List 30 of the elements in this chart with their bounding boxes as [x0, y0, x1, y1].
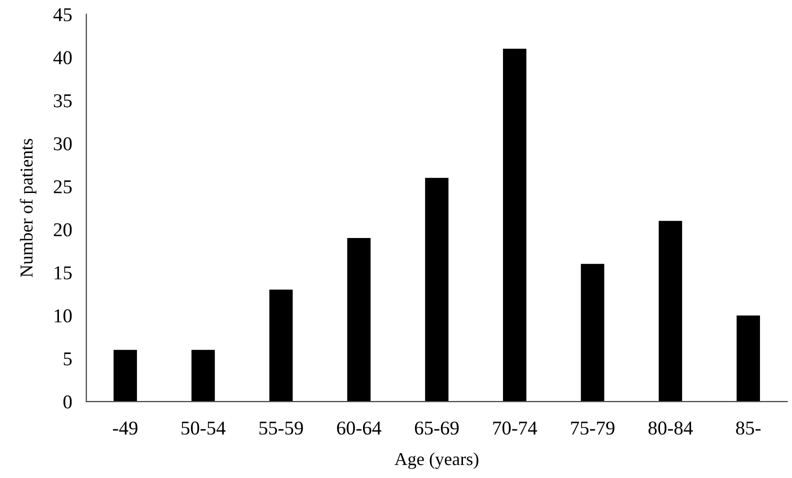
x-tick-label: 50-54: [182, 422, 226, 435]
y-tick-label: 5: [64, 352, 72, 366]
y-tick-label: 25: [54, 180, 72, 194]
bar: [425, 178, 448, 402]
y-tick-label: 0: [63, 395, 72, 408]
y-tick-label: 10: [54, 309, 72, 322]
x-tick-label: 70-74: [493, 422, 538, 435]
bar: [347, 238, 371, 402]
x-axis-title: Age (years): [394, 452, 478, 469]
bar: [269, 290, 293, 402]
bar: [502, 48, 526, 402]
bar: [736, 315, 760, 402]
bar: [114, 350, 137, 402]
x-tick-label: 80-84: [648, 422, 693, 435]
x-tick-label: 85-: [736, 422, 761, 435]
y-tick-label: 40: [53, 51, 72, 64]
y-tick-label: 35: [54, 94, 72, 108]
y-axis-title: Number of patients: [20, 138, 36, 278]
y-tick-label: 30: [54, 137, 72, 150]
x-tick-label: -49: [113, 422, 138, 435]
x-tick-label: 75-79: [571, 422, 614, 435]
y-tick-label: 15: [54, 266, 72, 280]
bar: [580, 264, 604, 402]
x-tick-label: 65-69: [414, 422, 459, 435]
x-tick-label: 55-59: [259, 422, 303, 435]
y-tick-label: 20: [54, 223, 72, 236]
bar: [191, 350, 215, 402]
bar: [658, 220, 682, 402]
x-tick-label: 60-64: [337, 422, 382, 435]
y-tick-label: 45: [53, 8, 72, 22]
